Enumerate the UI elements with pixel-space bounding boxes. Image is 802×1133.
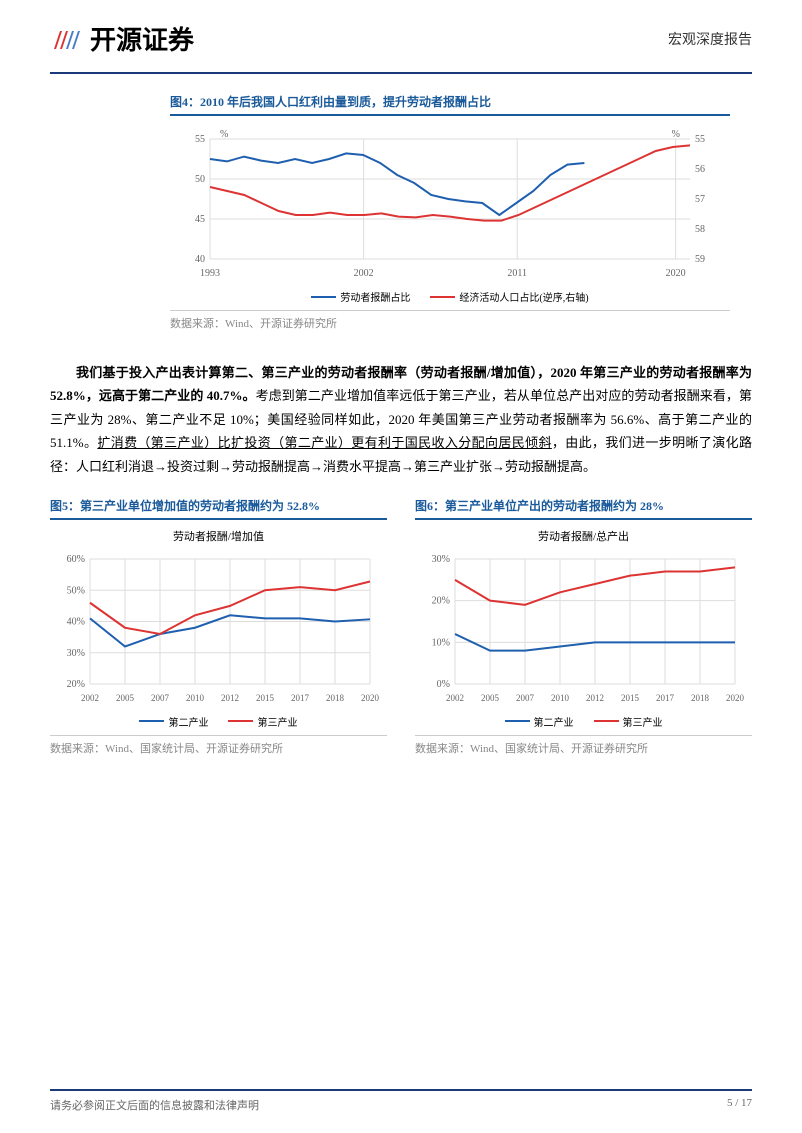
svg-text:2007: 2007 xyxy=(151,693,170,703)
chart4-legend1: 劳动者报酬占比 xyxy=(311,289,410,304)
chart5-legend1: 第二产业 xyxy=(139,714,208,729)
svg-text:2010: 2010 xyxy=(186,693,205,703)
svg-text:58: 58 xyxy=(695,224,705,235)
svg-text:30%: 30% xyxy=(432,554,450,565)
svg-text:20%: 20% xyxy=(67,679,85,690)
page-header: 开源证券 宏观深度报告 xyxy=(0,0,802,72)
svg-text:60%: 60% xyxy=(67,554,85,565)
svg-text:1993: 1993 xyxy=(200,268,220,279)
svg-text:2005: 2005 xyxy=(116,693,135,703)
chart5-legend2: 第三产业 xyxy=(228,714,297,729)
chart5-legend: 第二产业 第三产业 xyxy=(50,714,387,729)
chart5-section: 图5：第三产业单位增加值的劳动者报酬约为 52.8% 劳动者报酬/增加值 20%… xyxy=(50,493,387,756)
document-type: 宏观深度报告 xyxy=(668,29,752,49)
footer-page-number: 5 / 17 xyxy=(727,1097,752,1113)
svg-text:2018: 2018 xyxy=(691,693,710,703)
svg-text:50: 50 xyxy=(195,174,205,185)
svg-text:2002: 2002 xyxy=(354,268,374,279)
chart4-legend: 劳动者报酬占比 经济活动人口占比(逆序,右轴) xyxy=(170,289,730,304)
svg-text:2002: 2002 xyxy=(446,693,464,703)
svg-text:59: 59 xyxy=(695,254,705,265)
chart4-plot: 40 45 50 55 55 56 57 58 59 1993 2002 2011 2020%% 劳动者… xyxy=(170,124,730,304)
chart6-legend: 第二产业 第三产业 xyxy=(415,714,752,729)
chart6-plot: 0% 10% 20% 30% 2002 2005 2007 2010 2012 2015 2017 2… xyxy=(415,549,745,709)
svg-text:55: 55 xyxy=(195,134,205,145)
svg-text:%: % xyxy=(220,129,228,140)
logo-text: 开源证券 xyxy=(90,20,194,57)
svg-text:2020: 2020 xyxy=(361,693,380,703)
chart5-subtitle: 劳动者报酬/增加值 xyxy=(50,528,387,544)
svg-text:40: 40 xyxy=(195,254,205,265)
svg-text:57: 57 xyxy=(695,194,705,205)
svg-text:45: 45 xyxy=(195,214,205,225)
svg-text:2015: 2015 xyxy=(256,693,275,703)
footer-disclaimer: 请务必参阅正文后面的信息披露和法律声明 xyxy=(50,1097,259,1113)
logo-icon xyxy=(50,23,82,55)
chart4-legend2: 经济活动人口占比(逆序,右轴) xyxy=(430,289,588,304)
chart6-legend2: 第三产业 xyxy=(594,714,663,729)
page-footer: 请务必参阅正文后面的信息披露和法律声明 5 / 17 xyxy=(50,1089,752,1113)
svg-text:2002: 2002 xyxy=(81,693,99,703)
chart5-plot: 20% 30% 40% 50% 60% 2002 2005 2007 2010 2012 2015 2… xyxy=(50,549,380,709)
chart4-title: 图4：2010 年后我国人口红利由量到质，提升劳动者报酬占比 xyxy=(170,89,730,116)
svg-text:2017: 2017 xyxy=(656,693,675,703)
svg-text:2012: 2012 xyxy=(586,693,604,703)
svg-text:20%: 20% xyxy=(432,596,450,607)
svg-text:2018: 2018 xyxy=(326,693,345,703)
chart4-section: 图4：2010 年后我国人口红利由量到质，提升劳动者报酬占比 40 45 50 55 5… xyxy=(170,89,730,331)
chart-row: 图5：第三产业单位增加值的劳动者报酬约为 52.8% 劳动者报酬/增加值 20%… xyxy=(50,493,752,756)
svg-text:50%: 50% xyxy=(67,585,85,596)
chart4-source: 数据来源：Wind、开源证券研究所 xyxy=(170,310,730,331)
main-paragraph: 我们基于投入产出表计算第二、第三产业的劳动者报酬率（劳动者报酬/增加值），202… xyxy=(50,361,752,478)
svg-text:2011: 2011 xyxy=(507,268,527,279)
chart6-title: 图6：第三产业单位产出的劳动者报酬约为 28% xyxy=(415,493,752,520)
svg-text:2005: 2005 xyxy=(481,693,500,703)
page-content: 图4：2010 年后我国人口红利由量到质，提升劳动者报酬占比 40 45 50 55 5… xyxy=(0,74,802,756)
company-logo: 开源证券 xyxy=(50,20,194,57)
chart5-title: 图5：第三产业单位增加值的劳动者报酬约为 52.8% xyxy=(50,493,387,520)
svg-text:2020: 2020 xyxy=(726,693,745,703)
svg-text:2007: 2007 xyxy=(516,693,535,703)
svg-text:30%: 30% xyxy=(67,648,85,659)
svg-text:40%: 40% xyxy=(67,616,85,627)
chart6-subtitle: 劳动者报酬/总产出 xyxy=(415,528,752,544)
svg-text:%: % xyxy=(672,129,680,140)
chart6-source: 数据来源：Wind、国家统计局、开源证券研究所 xyxy=(415,735,752,756)
svg-text:2015: 2015 xyxy=(621,693,640,703)
svg-text:2012: 2012 xyxy=(221,693,239,703)
svg-text:0%: 0% xyxy=(437,679,450,690)
svg-text:55: 55 xyxy=(695,134,705,145)
svg-text:10%: 10% xyxy=(432,637,450,648)
chart6-section: 图6：第三产业单位产出的劳动者报酬约为 28% 劳动者报酬/总产出 0% 10% 2… xyxy=(415,493,752,756)
chart6-legend1: 第二产业 xyxy=(505,714,574,729)
svg-text:2010: 2010 xyxy=(551,693,570,703)
svg-text:2017: 2017 xyxy=(291,693,310,703)
chart5-source: 数据来源：Wind、国家统计局、开源证券研究所 xyxy=(50,735,387,756)
svg-text:2020: 2020 xyxy=(666,268,686,279)
svg-text:56: 56 xyxy=(695,164,705,175)
